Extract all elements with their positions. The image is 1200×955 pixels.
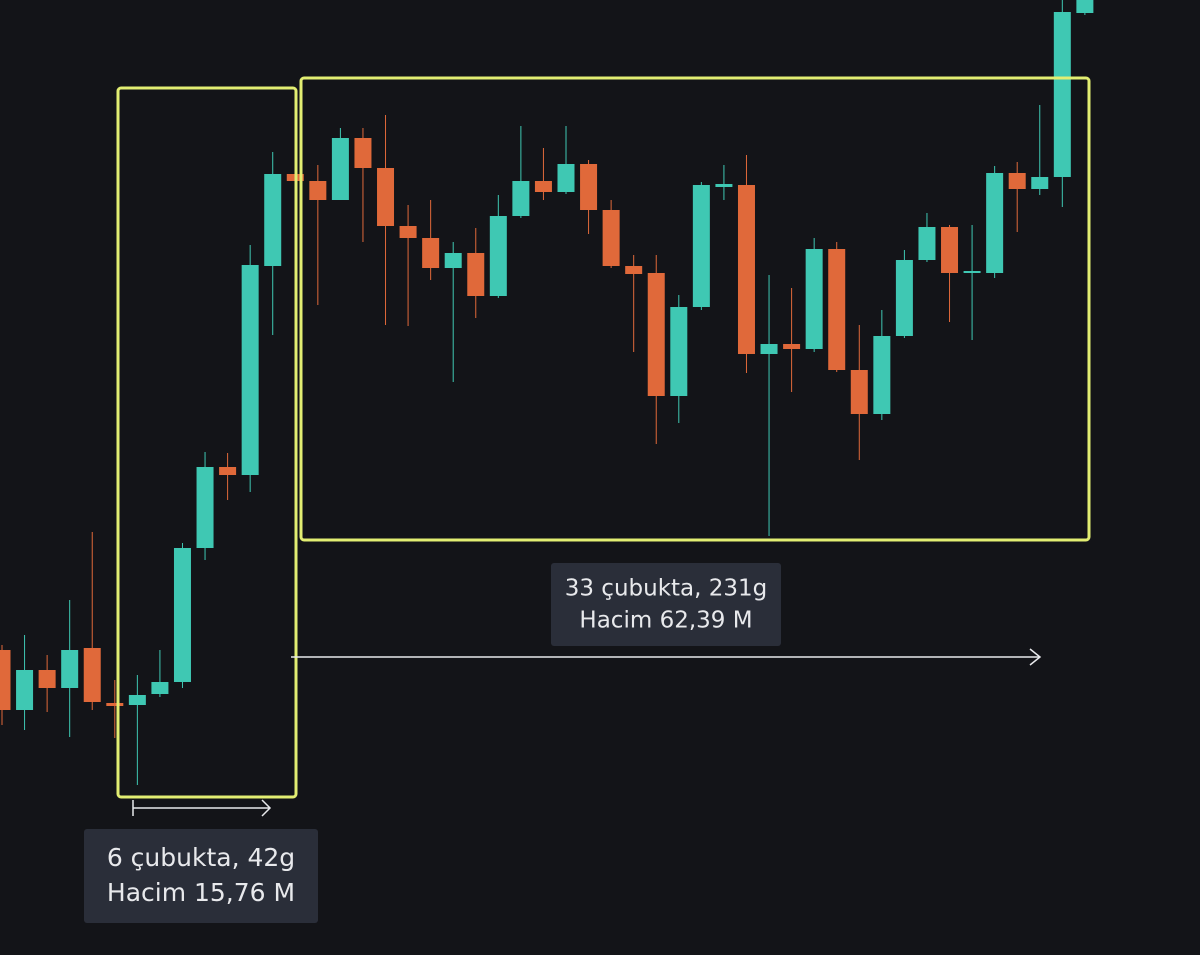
body — [489, 216, 507, 296]
body — [580, 164, 598, 210]
range-arrow — [132, 799, 272, 817]
body — [918, 227, 936, 260]
annotation-box — [84, 829, 318, 923]
range-box — [116, 86, 298, 799]
annotation-box — [551, 563, 781, 646]
body — [1053, 12, 1071, 177]
annotation: 33 çubukta, 231g Hacim 62,39 M — [551, 563, 781, 646]
body — [647, 273, 665, 396]
body — [61, 650, 79, 688]
body — [331, 138, 349, 200]
arrow-head — [1029, 648, 1042, 666]
range-arrow — [291, 648, 1042, 666]
body — [1031, 177, 1049, 189]
body — [173, 548, 191, 682]
body — [557, 164, 575, 192]
body — [83, 648, 101, 702]
body — [692, 185, 710, 307]
body — [512, 181, 530, 216]
annotation-text: Hacim 62,39 M — [579, 608, 752, 634]
body — [760, 344, 778, 354]
body — [737, 185, 755, 354]
body — [805, 249, 823, 349]
body — [106, 703, 124, 706]
body — [963, 271, 981, 273]
body — [128, 695, 146, 705]
body — [219, 467, 237, 475]
body — [38, 670, 56, 688]
body — [354, 138, 372, 168]
body — [422, 238, 440, 268]
body — [941, 227, 959, 273]
annotation-text: Hacim 15,76 M — [107, 878, 295, 907]
body — [467, 253, 485, 296]
candles — [0, 0, 1094, 785]
annotation-text: 33 çubukta, 231g — [565, 576, 768, 602]
body — [1008, 173, 1026, 189]
range-box — [299, 76, 1091, 542]
body — [625, 266, 643, 274]
body — [377, 168, 395, 226]
body — [715, 184, 733, 187]
body — [1076, 0, 1094, 13]
annotation-text: 6 çubukta, 42g — [107, 843, 295, 872]
body — [399, 226, 417, 238]
body — [670, 307, 688, 396]
body — [0, 650, 11, 710]
body — [444, 253, 462, 268]
body — [986, 173, 1004, 273]
body — [309, 181, 327, 200]
body — [895, 260, 913, 336]
body — [241, 265, 259, 475]
body — [602, 210, 620, 266]
body — [196, 467, 214, 548]
body — [783, 344, 801, 349]
body — [873, 336, 891, 414]
body — [264, 174, 282, 266]
body — [16, 670, 34, 710]
annotation: 6 çubukta, 42g Hacim 15,76 M — [84, 829, 318, 923]
arrow-head — [261, 799, 272, 817]
body — [850, 370, 868, 414]
body — [828, 249, 846, 370]
body — [534, 181, 552, 192]
body — [151, 682, 169, 694]
